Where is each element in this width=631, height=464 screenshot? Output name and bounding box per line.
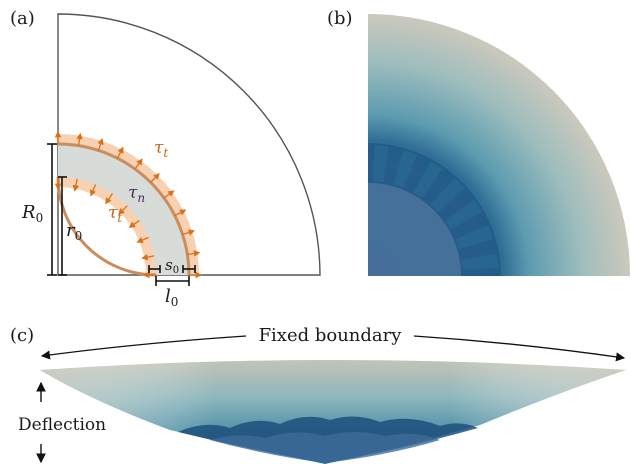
wrinkle-band xyxy=(372,145,389,183)
traction-arrow xyxy=(134,158,143,170)
traction-arrow xyxy=(141,253,155,261)
fixed-boundary-arrow-left xyxy=(40,335,247,360)
deflection-label: Deflection xyxy=(18,415,106,435)
ring-body xyxy=(58,144,189,275)
traction-arrow xyxy=(163,190,175,199)
panel-c-deflection-view: (c) Fixed boundary Deflection xyxy=(10,325,626,464)
traction-arrow xyxy=(182,229,196,236)
traction-arrow xyxy=(116,146,124,159)
R0-dimension xyxy=(47,143,57,276)
wrinkle-band xyxy=(455,225,494,249)
panel-c-label: (c) xyxy=(10,325,34,346)
traction-arrow xyxy=(105,193,113,205)
s0-dimension xyxy=(148,265,196,273)
wrinkle-band xyxy=(461,253,499,270)
l0-label: l0 xyxy=(165,286,178,309)
panel-b-label: (b) xyxy=(327,8,353,29)
tau-t-inner-label: τt xyxy=(108,203,122,225)
traction-arrow xyxy=(97,137,104,151)
traction-arrow xyxy=(76,132,83,146)
wrinkled-ring-inner xyxy=(210,432,440,463)
field-inner-core xyxy=(368,183,461,276)
traction-arrow xyxy=(128,220,140,228)
wrinkle-band xyxy=(445,199,483,230)
outer-traction-arrows xyxy=(54,130,203,279)
wrinkle-band xyxy=(413,160,443,199)
deflected-membrane-shade xyxy=(40,360,626,464)
traction-arrow xyxy=(187,250,201,257)
wrinkle-band xyxy=(430,177,465,213)
traction-arrow xyxy=(72,178,80,192)
fixed-boundary-arrow-right xyxy=(413,335,626,362)
R0-label: R0 xyxy=(21,202,43,225)
panel-a-schematic: (a) τn τt τt R0 r0 xyxy=(10,8,321,309)
domain-quarter-circle-outline xyxy=(57,13,321,276)
traction-arrow xyxy=(118,205,128,215)
ring-inner-edge xyxy=(56,176,157,277)
panel-a-label: (a) xyxy=(10,8,35,29)
r0-label: r0 xyxy=(66,220,82,243)
wrinkle-band xyxy=(393,149,418,188)
traction-arrow xyxy=(150,173,160,183)
tau-t-outer-label: τt xyxy=(154,138,168,160)
l0-dimension xyxy=(155,276,190,286)
ring-wrinkle-bands xyxy=(372,145,499,270)
panel-b-field-plot: (b) xyxy=(327,8,630,276)
s0-label: s0 xyxy=(165,256,179,276)
tau-n-label: τn xyxy=(128,183,145,205)
r0-dimension xyxy=(58,176,67,276)
fixed-boundary-label: Fixed boundary xyxy=(259,325,403,346)
inner-traction-arrows xyxy=(54,177,156,279)
traction-arrow xyxy=(89,184,97,197)
traction-arrow xyxy=(174,209,187,217)
traction-arrow xyxy=(136,236,149,244)
